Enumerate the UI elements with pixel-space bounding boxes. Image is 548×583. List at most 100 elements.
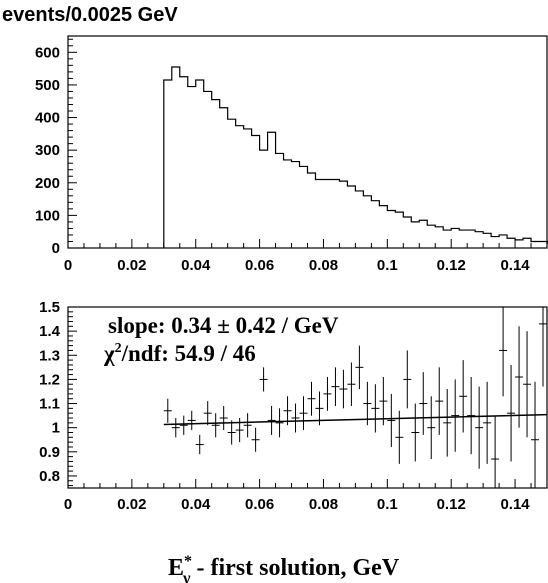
data-point: [307, 381, 316, 416]
x-tick-label: 0.04: [181, 496, 211, 513]
data-point: [203, 401, 212, 426]
data-point: [475, 386, 484, 469]
x-tick-label: 0.04: [181, 257, 211, 274]
data-point: [363, 381, 372, 426]
x-tick-label: 0.08: [309, 496, 338, 513]
x-tick-label: 0.14: [500, 257, 530, 274]
y-tick-label: 0.8: [39, 468, 60, 485]
data-point: [171, 418, 180, 438]
data-point: [507, 364, 516, 462]
chi2-value: /ndf: 54.9 / 46: [121, 341, 256, 366]
data-point: [395, 410, 404, 464]
y-tick-label: 300: [35, 142, 60, 159]
data-point: [483, 381, 492, 464]
data-point: [163, 398, 172, 423]
histogram-frame: [67, 35, 548, 249]
data-point: [459, 360, 468, 433]
y-tick-label: 0: [52, 240, 60, 257]
data-point: [523, 331, 532, 438]
data-point: [291, 403, 300, 433]
x-tick-label: 0: [64, 496, 72, 513]
xlabel-rest: - first solution, GeV: [191, 555, 400, 581]
ratio-ticks: [67, 306, 548, 488]
data-point: [531, 381, 540, 488]
y-tick-label: 400: [35, 110, 60, 127]
chi2-superscript: 2: [115, 341, 122, 356]
data-point: [419, 372, 428, 435]
ratio-points: [163, 307, 547, 488]
data-point: [323, 376, 332, 411]
x-tick-label: 0.1: [377, 496, 398, 513]
y-tick-label: 1.1: [39, 396, 60, 413]
data-point: [491, 415, 500, 488]
data-point: [219, 405, 228, 431]
x-tick-label: 0.02: [117, 496, 146, 513]
data-point: [499, 307, 508, 397]
data-point: [539, 307, 547, 387]
data-point: [299, 396, 308, 431]
slope-annotation: slope: 0.34 ± 0.42 / GeV: [108, 313, 339, 338]
data-point: [275, 408, 284, 438]
data-point: [387, 393, 396, 447]
y-tick-label: 0.9: [39, 444, 60, 461]
ratio-panel: 0 0.02 0.04 0.06 0.08 0.1 0.12 0.14 0.8 0.9 1 1.1 1.…: [39, 299, 548, 583]
y-tick-label: 1.5: [39, 299, 60, 316]
data-point: [467, 376, 476, 455]
y-tick-label: 200: [35, 175, 60, 192]
data-point: [211, 413, 220, 438]
y-tick-label: 500: [35, 77, 60, 94]
histogram-ylabel: events/0.0025 GeV: [2, 4, 178, 26]
histogram-panel: events/0.0025 GeV 0 0.02 0.04 0.06 0.08 0.1 0.…: [2, 4, 548, 274]
data-point: [243, 413, 252, 438]
x-tick-label: 0.1: [377, 257, 398, 274]
ratio-tick-labels: 0 0.02 0.04 0.06 0.08 0.1 0.12 0.14 0.8 0.9 1 1.1 1.…: [39, 299, 530, 513]
data-point: [371, 384, 380, 433]
data-point: [267, 405, 276, 435]
y-tick-label: 1.3: [39, 347, 60, 364]
x-tick-label: 0: [64, 257, 72, 274]
data-point: [179, 415, 188, 435]
xlabel-main: E: [168, 555, 184, 581]
histogram-bins: [163, 66, 548, 248]
chi2-annotation: χ2/ndf: 54.9 / 46: [103, 341, 256, 366]
y-tick-label: 1.4: [39, 323, 61, 340]
x-tick-label: 0.06: [245, 257, 274, 274]
data-point: [427, 396, 436, 460]
data-point: [347, 362, 356, 406]
x-tick-label: 0.14: [500, 496, 530, 513]
data-point: [259, 367, 268, 392]
xlabel-sup: *: [184, 553, 192, 570]
x-tick-label: 0.08: [309, 257, 338, 274]
chi2-symbol: χ: [103, 341, 115, 366]
histogram-tick-labels: 0 0.02 0.04 0.06 0.08 0.1 0.12 0.14 0 100 200 300 40…: [35, 44, 530, 274]
y-tick-label: 600: [35, 44, 60, 61]
data-point: [379, 376, 388, 426]
data-point: [411, 403, 420, 462]
histogram-ticks: [67, 38, 548, 249]
data-point: [195, 434, 204, 455]
ratio-xlabel: E* γ - first solution, GeV: [168, 553, 400, 583]
x-tick-label: 0.12: [437, 496, 466, 513]
data-point: [235, 418, 244, 443]
data-point: [251, 427, 260, 452]
histogram-step-line: [163, 66, 548, 248]
data-point: [283, 396, 292, 426]
x-tick-label: 0.12: [437, 257, 466, 274]
y-tick-label: 100: [35, 207, 60, 224]
data-point: [315, 391, 324, 426]
data-point: [355, 345, 364, 390]
data-point: [515, 326, 524, 428]
data-point: [187, 410, 196, 431]
y-tick-label: 1: [52, 420, 60, 437]
x-tick-label: 0.06: [245, 496, 274, 513]
x-tick-label: 0.02: [117, 257, 146, 274]
data-point: [331, 367, 340, 406]
fit-line: [163, 413, 548, 426]
y-tick-label: 1.2: [39, 371, 60, 388]
data-point: [403, 350, 412, 409]
data-point: [339, 369, 348, 409]
data-point: [443, 389, 452, 457]
data-point: [227, 420, 236, 445]
data-point: [451, 379, 460, 452]
